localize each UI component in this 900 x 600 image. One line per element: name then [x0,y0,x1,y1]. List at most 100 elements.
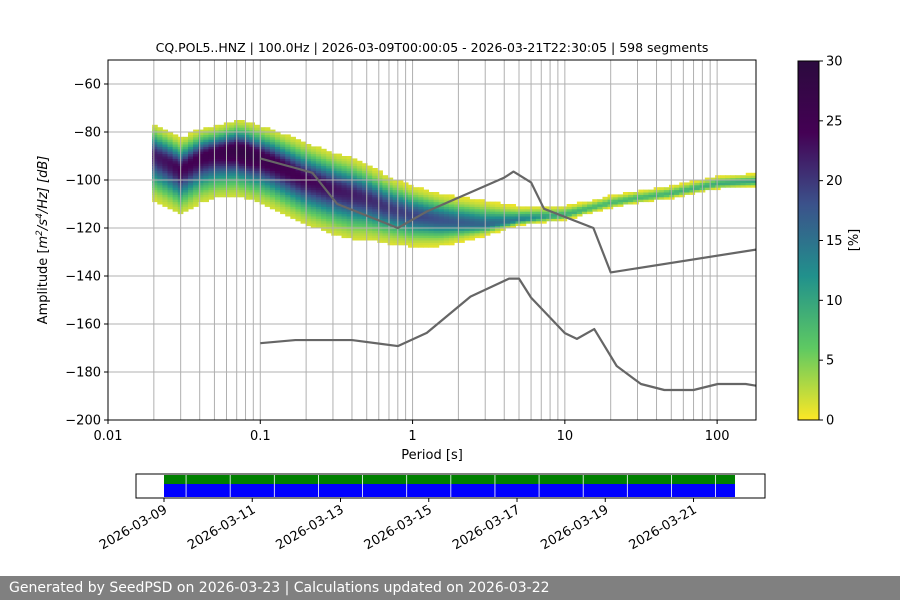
heatmap-cell [315,148,322,152]
heatmap-cell [367,230,373,234]
heatmap-cell [249,132,256,135]
heatmap-cell [167,192,174,195]
heatmap-cell [510,213,516,217]
heatmap-cell [167,158,174,162]
heatmap-cell [254,192,261,195]
heatmap-cell [182,208,189,212]
heatmap-cell [198,146,204,150]
heatmap-cell [341,199,348,203]
heatmap-cell [520,220,527,224]
heatmap-cell [228,172,235,176]
heatmap-cell [259,187,266,191]
heatmap-cell [300,177,307,181]
heatmap-cell [658,189,665,193]
heatmap-cell [239,124,245,128]
heatmap-cell [351,211,358,215]
heatmap-cell [413,213,419,217]
heatmap-cell [576,201,583,205]
heatmap-cell [167,156,174,159]
heatmap-cell [193,184,199,188]
heatmap-cell [448,201,455,205]
heatmap-cell [274,194,281,198]
heatmap-cell [745,177,752,181]
heatmap-cell [361,177,368,181]
heatmap-cell [310,180,317,183]
heatmap-cell [679,184,685,188]
heatmap-cell [418,196,424,200]
heatmap-cell [408,213,414,217]
heatmap-cell [254,172,261,176]
heatmap-cell [392,232,399,236]
heatmap-cell [264,144,271,147]
heatmap-cell [438,235,445,239]
heatmap-cell [372,206,378,210]
heatmap-cell [290,170,296,174]
heatmap-cell [193,170,199,174]
heatmap-cell [167,141,174,145]
heatmap-cell [300,141,307,145]
heatmap-cell [249,151,256,155]
heatmap-cell [459,218,465,222]
heatmap-cell [392,235,399,239]
heatmap-cell [454,208,460,212]
heatmap-cell [740,180,747,183]
heatmap-cell [392,187,399,191]
heatmap-cell [203,151,209,155]
heatmap-cell [305,177,312,181]
heatmap-cell [689,180,696,183]
heatmap-cell [249,172,256,176]
heatmap-cell [356,160,363,164]
heatmap-cell [198,175,204,179]
heatmap-cell [300,206,307,210]
heatmap-cell [689,184,696,188]
heatmap-cell [326,180,332,183]
heatmap-cell [408,220,414,224]
heatmap-cell [454,213,460,217]
heatmap-cell [315,199,322,203]
heatmap-cell [361,230,368,234]
heatmap-cell [162,175,169,179]
heatmap-cell [274,192,281,195]
heatmap-cell [438,240,445,243]
heatmap-cell [203,170,209,174]
heatmap-cell [187,177,194,181]
heatmap-cell [285,194,291,198]
heatmap-cell [377,199,383,203]
heatmap-cell [203,172,209,176]
heatmap-cell [377,208,383,212]
heatmap-cell [571,211,578,215]
heatmap-cell [367,206,373,210]
heatmap-cell [244,139,250,143]
heatmap-cell [300,160,307,164]
heatmap-cell [305,192,312,195]
heatmap-cell [310,201,317,205]
heatmap-cell [489,204,496,207]
heatmap-cell [709,177,716,181]
heatmap-cell [259,189,266,193]
heatmap-cell [331,187,337,191]
heatmap-cell [213,136,220,140]
heatmap-cell [305,220,312,224]
heatmap-cell [582,206,588,210]
heatmap-cell [489,211,496,215]
heatmap-cell [193,158,199,162]
heatmap-cell [244,132,250,135]
coverage-date-label: 2026-03-09 [97,502,170,553]
heatmap-cell [525,211,532,215]
heatmap-cell [510,225,516,229]
heatmap-cell [203,146,209,150]
heatmap-cell [162,194,169,198]
heatmap-cell [259,177,266,181]
heatmap-cell [285,156,291,159]
heatmap-cell [321,228,327,231]
heatmap-cell [300,192,307,195]
heatmap-cell [280,187,286,191]
heatmap-cell [162,156,169,159]
heatmap-cell [474,228,481,231]
heatmap-cell [500,204,506,207]
heatmap-cell [341,216,348,219]
heatmap-cell [326,156,332,159]
heatmap-cell [484,204,491,207]
heatmap-cell [172,139,179,143]
heatmap-cell [290,156,296,159]
